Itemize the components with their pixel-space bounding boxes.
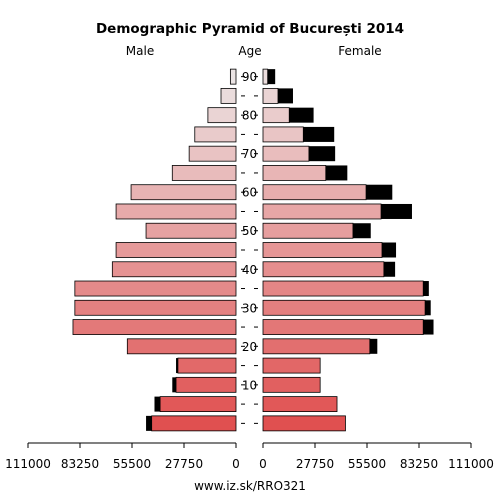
female-excess-bar-45-49 <box>381 242 397 258</box>
male-bar-65-69 <box>171 165 237 181</box>
male-bar-20-24 <box>126 338 237 355</box>
male-bar-55-59 <box>115 203 237 220</box>
male-bar-70-74 <box>188 145 237 162</box>
male-bar-25-29 <box>72 319 237 335</box>
female-bar-20-24 <box>262 338 371 355</box>
male-bar-10-14 <box>175 376 237 393</box>
female-excess-bar-60-64 <box>366 184 393 200</box>
male-excess-bar-10-14 <box>172 377 177 393</box>
age-label: Age <box>238 44 261 58</box>
female-label: Female <box>338 44 381 58</box>
female-excess-bar-65-69 <box>325 165 348 181</box>
female-value-tick-label: 111000 <box>448 457 494 471</box>
chart-title: Demographic Pyramid of București 2014 <box>96 21 404 37</box>
female-excess-bar-75-79 <box>303 126 335 142</box>
female-excess-bar-35-39 <box>423 281 429 297</box>
male-bar-90+ <box>229 68 237 85</box>
female-bar-55-59 <box>262 203 382 220</box>
female-excess-bar-20-24 <box>369 338 378 354</box>
female-bar-80-84 <box>262 107 290 124</box>
female-bar-85-89 <box>262 87 279 104</box>
male-bar-0-4 <box>151 415 237 432</box>
female-excess-bar-30-34 <box>425 300 431 316</box>
female-value-tick-label: 83250 <box>400 457 438 471</box>
age-tick-label: 90 <box>242 70 257 84</box>
female-value-tick-label: 27750 <box>296 457 334 471</box>
age-tick-label: 70 <box>242 147 257 161</box>
female-excess-bar-25-29 <box>423 319 434 335</box>
male-value-tick-label: 83250 <box>61 457 99 471</box>
male-value-tick-label: 27750 <box>165 457 203 471</box>
female-excess-bar-90+ <box>267 69 276 85</box>
female-bar-45-49 <box>262 242 383 258</box>
male-value-tick-label: 55500 <box>113 457 151 471</box>
female-excess-bar-50-54 <box>352 223 371 239</box>
female-bar-10-14 <box>262 376 321 393</box>
age-tick-label: 20 <box>242 340 257 354</box>
bars-layer <box>72 68 434 432</box>
female-bar-50-54 <box>262 222 354 239</box>
male-bar-85-89 <box>220 87 237 104</box>
male-excess-bar-15-19 <box>176 358 178 374</box>
female-excess-bar-70-74 <box>308 146 336 162</box>
female-bar-25-29 <box>262 319 424 335</box>
female-bar-60-64 <box>262 184 367 201</box>
female-excess-bar-85-89 <box>277 88 293 104</box>
female-bar-5-9 <box>262 396 338 413</box>
female-bar-35-39 <box>262 280 424 297</box>
female-value-tick-label: 55500 <box>348 457 386 471</box>
age-tick-label: 30 <box>242 301 257 315</box>
female-bar-65-69 <box>262 165 327 181</box>
male-bar-60-64 <box>130 184 237 201</box>
female-bar-15-19 <box>262 357 321 374</box>
female-excess-bar-40-44 <box>383 261 396 277</box>
female-bar-40-44 <box>262 261 385 278</box>
female-bar-0-4 <box>262 415 346 432</box>
age-tick-label: 50 <box>242 224 257 238</box>
male-value-tick-label: 111000 <box>5 457 51 471</box>
male-bar-75-79 <box>194 126 237 143</box>
female-excess-bar-55-59 <box>381 203 412 219</box>
male-bar-30-34 <box>74 299 237 316</box>
male-excess-bar-0-4 <box>146 415 152 431</box>
male-bar-45-49 <box>115 242 237 258</box>
age-tick-label: 80 <box>242 109 257 123</box>
male-bar-15-19 <box>177 357 237 374</box>
age-tick-label: 40 <box>242 263 257 277</box>
female-bar-75-79 <box>262 126 304 143</box>
male-bar-80-84 <box>207 107 237 124</box>
female-value-tick-label: 0 <box>259 457 267 471</box>
male-bar-5-9 <box>159 396 237 413</box>
age-tick-label: 10 <box>242 378 257 392</box>
axes-layer: 10 20 30 40 50 60 70 80 90 111000 83250 55500 27750 0… <box>5 70 494 471</box>
female-bar-30-34 <box>262 299 426 316</box>
male-value-tick-label: 0 <box>232 457 240 471</box>
male-bar-50-54 <box>145 222 237 239</box>
female-excess-bar-80-84 <box>289 107 314 123</box>
footer-url: www.iz.sk/RRO321 <box>194 479 306 493</box>
male-label: Male <box>126 44 154 58</box>
female-bar-70-74 <box>262 145 310 162</box>
male-bar-35-39 <box>74 280 237 297</box>
female-bar-90+ <box>262 68 269 85</box>
male-excess-bar-5-9 <box>154 396 161 412</box>
age-tick-label: 60 <box>242 186 257 200</box>
male-bar-40-44 <box>111 261 237 278</box>
